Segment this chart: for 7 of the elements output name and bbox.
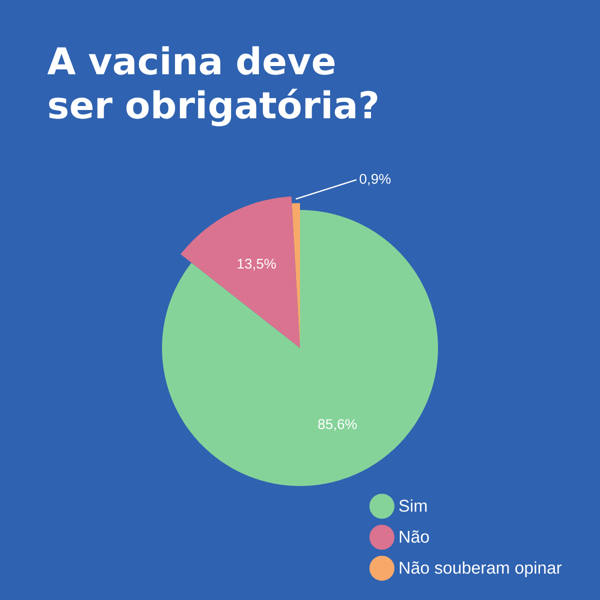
- data-label: 0,9%: [360, 174, 391, 186]
- chart-title: A vacina deve ser obrigatória?: [47, 46, 378, 126]
- legend-label: Não: [400, 530, 429, 543]
- legend-label: Sim: [399, 499, 427, 512]
- data-label: 85,6%: [318, 419, 357, 431]
- legend-label: Não souberam opinar: [400, 561, 562, 578]
- data-label: 13,5%: [238, 258, 276, 270]
